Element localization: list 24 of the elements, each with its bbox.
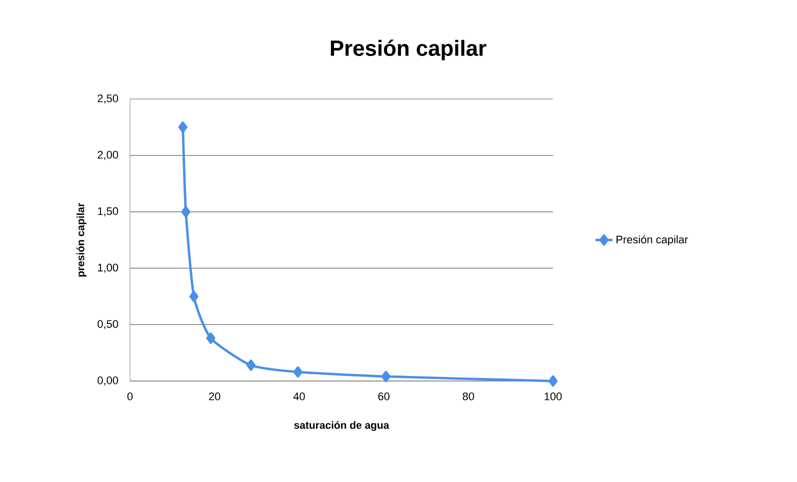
y-tick-label: 1,00 <box>98 264 118 273</box>
x-tick-label: 40 <box>293 392 305 400</box>
point <box>181 206 190 218</box>
point <box>381 370 390 382</box>
x-axis-title: saturación de agua <box>294 421 390 431</box>
x-tick-label: 0 <box>127 392 133 400</box>
point <box>178 122 188 133</box>
point <box>246 360 256 371</box>
chart-title: Presión capilar <box>330 40 486 60</box>
y-tick-label: 0,50 <box>98 320 118 330</box>
y-axis-title: presión capilar <box>76 202 86 277</box>
point <box>189 290 198 302</box>
x-tick-label: 80 <box>462 392 474 400</box>
legend-label: Presión capilar <box>616 235 688 246</box>
point <box>206 332 216 344</box>
x-tick-label: 60 <box>378 392 390 400</box>
y-tick-label: 0,00 <box>98 376 118 386</box>
y-tick-label: 1,50 <box>98 207 118 216</box>
point <box>548 375 558 387</box>
point <box>293 366 302 378</box>
x-tick-label: 100 <box>544 392 562 400</box>
y-tick-label: 2,00 <box>98 150 118 160</box>
x-tick-label: 20 <box>209 392 220 400</box>
y-tick-label: 2,50 <box>98 94 118 104</box>
